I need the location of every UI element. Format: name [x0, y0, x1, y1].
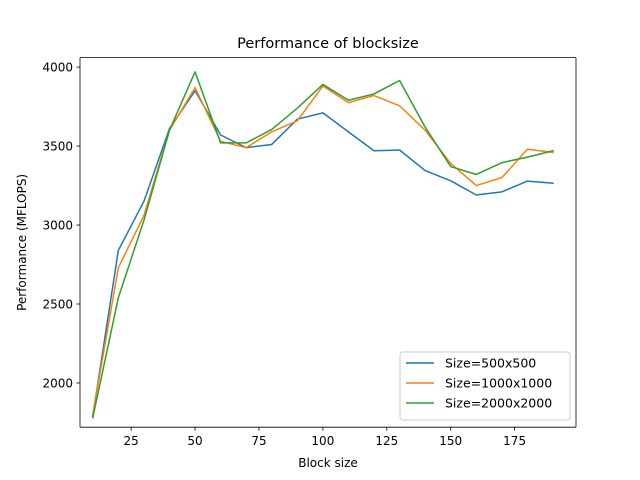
y-tick-label: 3000	[42, 218, 73, 232]
legend-label: Size=1000x1000	[445, 376, 552, 391]
x-tick-label: 50	[187, 434, 202, 448]
chart-title: Performance of blocksize	[237, 36, 419, 52]
x-tick-label: 100	[311, 434, 334, 448]
series-layer	[91, 71, 554, 419]
y-tick-label: 3500	[42, 139, 73, 153]
y-axis-ticks: 2000 2500 3000 3500 4000	[42, 60, 80, 390]
x-tick-label: 25	[123, 434, 138, 448]
x-axis-ticks: 25 50 75 100 125 150 175	[123, 427, 526, 448]
y-tick-label: 2000	[42, 376, 73, 390]
legend-items: Size=500x500 Size=1000x1000 Size=2000x2000	[406, 356, 552, 411]
x-axis-label: Block size	[298, 456, 358, 470]
legend-box	[399, 351, 571, 421]
legend: Size=500x500 Size=1000x1000 Size=2000x2000	[399, 351, 571, 421]
y-axis-label: Performance (MFLOPS)	[15, 174, 29, 311]
x-tick-label: 75	[251, 434, 266, 448]
series-line-size-2000x2000	[91, 71, 554, 419]
x-tick-label: 150	[439, 434, 462, 448]
y-tick-label: 4000	[42, 60, 73, 74]
legend-label: Size=500x500	[445, 356, 536, 371]
x-tick-label: 175	[503, 434, 526, 448]
y-tick-label: 2500	[42, 297, 73, 311]
legend-label: Size=2000x2000	[445, 396, 552, 411]
axes-frame	[79, 57, 577, 428]
x-tick-label: 125	[375, 434, 398, 448]
